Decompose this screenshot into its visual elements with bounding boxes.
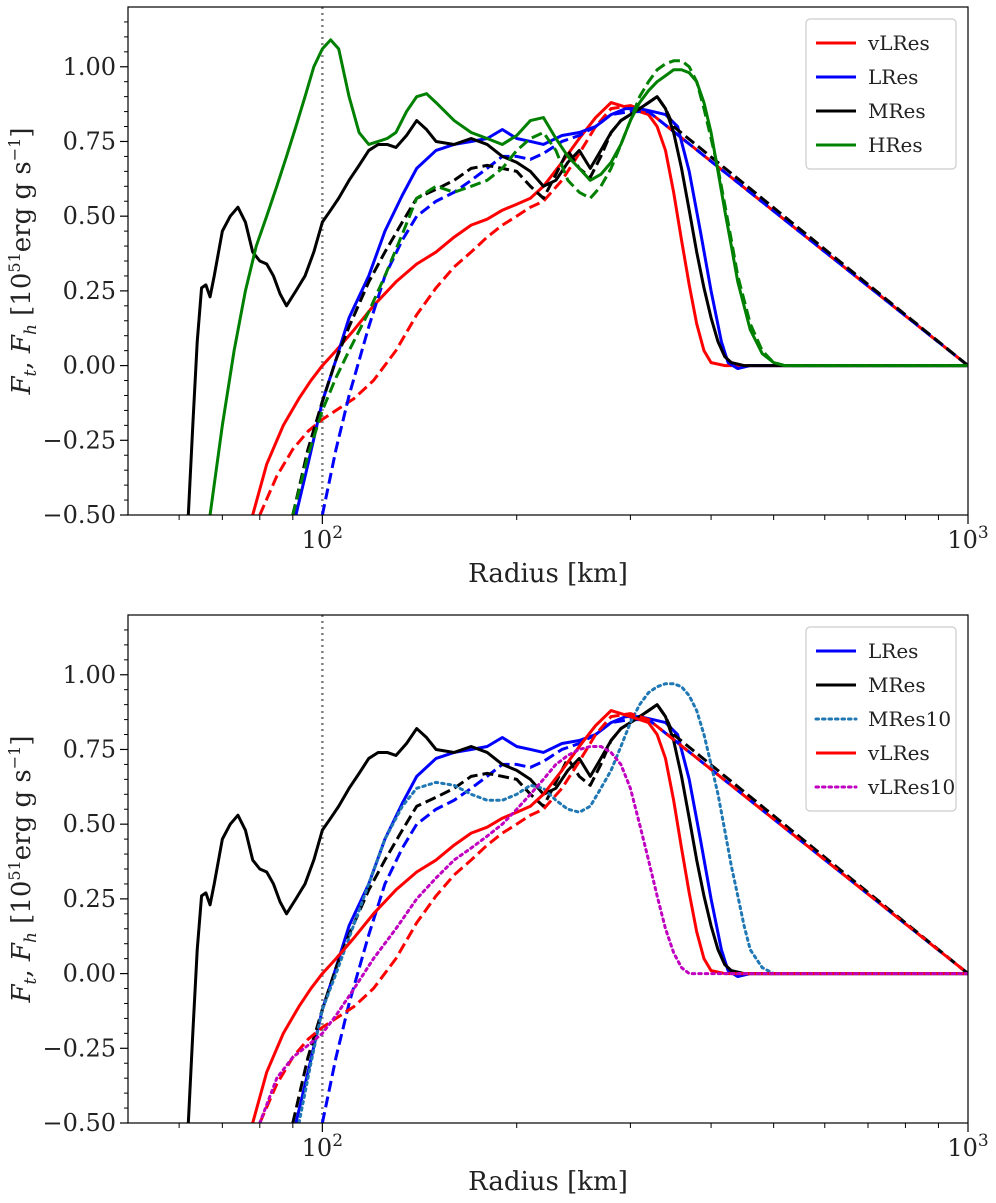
legend-label-mres: MRes [868, 673, 926, 697]
series-line-hres-fh [291, 59, 968, 515]
legend-label-lres: LRes [868, 639, 918, 663]
series-line-vlres10-ft [258, 744, 968, 1123]
y-axis-label: Ft, Fh [1051erg g s−1] [5, 735, 41, 1003]
y-tick-label: 0.50 [63, 810, 116, 838]
series-group [186, 682, 968, 1123]
y-tick-label: 0.00 [63, 960, 116, 988]
series-line-mres10-ft [297, 682, 968, 1123]
x-tick-label: 102 [302, 523, 343, 554]
y-tick-label: 0.25 [63, 885, 116, 913]
y-tick-label: −0.25 [42, 426, 116, 454]
y-tick-label: 0.25 [63, 277, 116, 305]
series-line-mres-ft [186, 703, 968, 1123]
y-axis-label: Ft, Fh [1051erg g s−1] [5, 127, 41, 395]
y-tick-label: −0.50 [42, 501, 116, 529]
top-panel: −0.50 −0.25 0.00 0.25 0.50 0.75 1.00 102 103 Radi… [5, 6, 989, 589]
x-axis-label: Radius [km] [468, 559, 628, 589]
legend-label-mres10: MRes10 [868, 707, 951, 731]
x-axis-label: Radius [km] [468, 1167, 628, 1197]
legend-label-mres: MRes [868, 99, 926, 123]
series-line-vlres-ft [251, 709, 968, 1123]
y-tick-label: 0.75 [63, 735, 116, 763]
legend-box [805, 626, 957, 812]
legend-label-lres: LRes [868, 65, 918, 89]
legend-label-vlres10: vLRes10 [867, 775, 955, 799]
series-line-lres-fh [320, 110, 968, 515]
y-tick-label: 1.00 [63, 53, 116, 81]
x-tick-label: 103 [947, 1131, 988, 1162]
series-group [186, 38, 968, 515]
x-tick-label: 102 [302, 1131, 343, 1162]
y-tick-label: 0.00 [63, 352, 116, 380]
legend-label-hres: HRes [868, 133, 923, 157]
series-line-vlres-fh [258, 712, 968, 1123]
series-line-lres-fh [320, 718, 968, 1123]
bottom-panel: −0.50 −0.25 0.00 0.25 0.50 0.75 1.00 102 103 Radi… [5, 614, 989, 1197]
series-line-lres-ft [294, 107, 968, 515]
legend: LRes MRes MRes10 vLRes vLRes10 [805, 626, 957, 812]
series-line-mres-fh [291, 95, 968, 515]
series-line-mres-ft [186, 95, 968, 515]
y-tick-label: 0.75 [63, 127, 116, 155]
y-tick-label: 0.50 [63, 202, 116, 230]
y-tick-label: −0.50 [42, 1109, 116, 1137]
y-tick-label: −0.25 [42, 1034, 116, 1062]
y-tick-label: 1.00 [63, 661, 116, 689]
legend: vLRes LRes MRes HRes [805, 18, 957, 170]
legend-box [805, 18, 957, 170]
legend-label-vlres: vLRes [867, 741, 930, 765]
x-tick-label: 103 [947, 523, 988, 554]
legend-label-vlres: vLRes [867, 31, 930, 55]
